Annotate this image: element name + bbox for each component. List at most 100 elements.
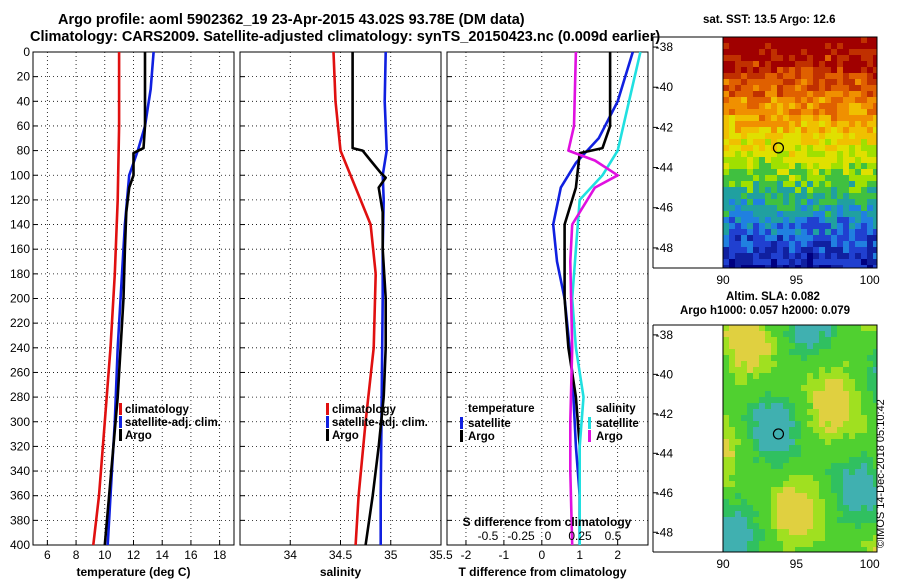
series-temperature-satellite bbox=[551, 51, 635, 545]
lon-tick-label: 95 bbox=[790, 273, 804, 287]
depth-tick-label: 60 bbox=[17, 119, 31, 133]
legend-swatch bbox=[588, 430, 591, 442]
series-climatology bbox=[92, 52, 121, 546]
legend-title-salinity: salinity bbox=[596, 403, 636, 415]
x-tick-label: 1 bbox=[576, 548, 583, 562]
depth-tick-label: 20 bbox=[17, 70, 31, 84]
lon-tick-label: 100 bbox=[860, 557, 880, 571]
legend-swatch bbox=[119, 403, 122, 415]
x-tick-label: 14 bbox=[156, 548, 170, 562]
depth-tick-label: 260 bbox=[10, 365, 30, 379]
sla-map-cells bbox=[723, 325, 877, 552]
legend-label: Argo bbox=[468, 431, 495, 443]
x-axis-label: T difference from climatology bbox=[458, 565, 626, 579]
legend-swatch bbox=[326, 416, 329, 428]
lat-tick-label: -40 bbox=[656, 80, 674, 94]
x-axis-label: temperature (deg C) bbox=[76, 565, 190, 579]
sst-map-title: sat. SST: 13.5 Argo: 12.6 bbox=[703, 14, 836, 26]
legend-label: satellite-adj. clim. bbox=[332, 417, 428, 429]
lat-tick-label: -42 bbox=[656, 120, 674, 134]
x-tick-label: 0 bbox=[538, 548, 545, 562]
series-salinity-satellite bbox=[570, 51, 642, 545]
legend-swatch bbox=[460, 417, 463, 429]
sst-profile-marker bbox=[772, 142, 785, 154]
legend-swatch bbox=[326, 429, 329, 441]
x-tick-label: 10 bbox=[98, 548, 112, 562]
sst-map-frame bbox=[722, 36, 878, 269]
series-argo bbox=[351, 52, 388, 546]
lon-tick-label: 95 bbox=[790, 557, 804, 571]
x-tick-label: 35 bbox=[384, 548, 398, 562]
x-tick-label: 12 bbox=[127, 548, 141, 562]
x-tick-label: 18 bbox=[213, 548, 227, 562]
depth-tick-label: 400 bbox=[10, 538, 30, 552]
lat-tick-label: -46 bbox=[656, 201, 674, 215]
x2-tick-label: 0.25 bbox=[568, 529, 592, 543]
lat-tick-label: -44 bbox=[656, 446, 674, 460]
depth-tick-label: 300 bbox=[10, 415, 30, 429]
lat-tick-label: -40 bbox=[656, 367, 674, 381]
lon-tick-label: 100 bbox=[860, 273, 880, 287]
x2-axis-label: S difference from climatology bbox=[463, 515, 632, 529]
depth-tick-label: 120 bbox=[10, 193, 30, 207]
sla-profile-marker bbox=[772, 428, 785, 440]
depth-tick-label: 0 bbox=[23, 45, 30, 59]
depth-tick-label: 100 bbox=[10, 168, 30, 182]
legend-title-temperature: temperature bbox=[468, 403, 534, 415]
legend-swatch bbox=[460, 430, 463, 442]
legend-label: climatology bbox=[125, 404, 190, 416]
sla-map-frame bbox=[722, 324, 878, 553]
legend-label: Argo bbox=[596, 431, 623, 443]
x-tick-label: 2 bbox=[614, 548, 621, 562]
legend-swatch bbox=[588, 417, 591, 429]
legend-label: Argo bbox=[332, 430, 359, 442]
depth-tick-label: 360 bbox=[10, 489, 30, 503]
lat-tick-label: -42 bbox=[656, 407, 674, 421]
depth-tick-label: 220 bbox=[10, 316, 30, 330]
lat-tick-label: -44 bbox=[656, 161, 674, 175]
x2-tick-label: 0 bbox=[545, 529, 552, 543]
lat-tick-label: -48 bbox=[656, 241, 674, 255]
sla-map-title-1: Altim. SLA: 0.082 bbox=[726, 291, 820, 303]
lon-tick-label: 90 bbox=[716, 557, 730, 571]
sla-map-title-2: Argo h1000: 0.057 h2000: 0.079 bbox=[680, 305, 851, 317]
x2-tick-label: -0.5 bbox=[478, 529, 499, 543]
depth-tick-label: 200 bbox=[10, 292, 30, 306]
depth-tick-label: 320 bbox=[10, 439, 30, 453]
sst-map-cells bbox=[723, 37, 877, 268]
x-tick-label: 34.5 bbox=[329, 548, 353, 562]
lat-tick-label: -38 bbox=[656, 328, 674, 342]
x-tick-label: 6 bbox=[44, 548, 51, 562]
lat-tick-label: -48 bbox=[656, 525, 674, 539]
title-line-1: Argo profile: aoml 5902362_19 23-Apr-201… bbox=[58, 12, 525, 28]
legend-swatch bbox=[119, 429, 122, 441]
depth-tick-label: 40 bbox=[17, 94, 31, 108]
legend-label: satellite bbox=[596, 418, 639, 430]
series-climatology bbox=[332, 51, 378, 546]
x2-tick-label: -0.25 bbox=[507, 529, 535, 543]
x-axis-label: salinity bbox=[320, 565, 362, 579]
depth-tick-label: 380 bbox=[10, 513, 30, 527]
x-tick-label: -1 bbox=[499, 548, 510, 562]
x-tick-label: 35.5 bbox=[429, 548, 453, 562]
depth-tick-label: 240 bbox=[10, 341, 30, 355]
x-tick-label: 16 bbox=[184, 548, 198, 562]
series-argo bbox=[103, 52, 147, 546]
legend-label: satellite bbox=[468, 418, 511, 430]
legend-swatch bbox=[119, 416, 122, 428]
legend-label: Argo bbox=[125, 430, 152, 442]
legend-label: satellite-adj. clim. bbox=[125, 417, 221, 429]
x-tick-label: -2 bbox=[461, 548, 472, 562]
title-line-2: Climatology: CARS2009. Satellite-adjuste… bbox=[30, 29, 661, 45]
depth-tick-label: 340 bbox=[10, 464, 30, 478]
depth-tick-label: 140 bbox=[10, 218, 30, 232]
depth-tick-label: 180 bbox=[10, 267, 30, 281]
depth-tick-label: 80 bbox=[17, 144, 31, 158]
x-tick-label: 34 bbox=[284, 548, 298, 562]
depth-tick-label: 160 bbox=[10, 242, 30, 256]
lat-tick-label: -38 bbox=[656, 40, 674, 54]
depth-tick-label: 280 bbox=[10, 390, 30, 404]
legend-label: climatology bbox=[332, 404, 397, 416]
lat-tick-label: -46 bbox=[656, 486, 674, 500]
